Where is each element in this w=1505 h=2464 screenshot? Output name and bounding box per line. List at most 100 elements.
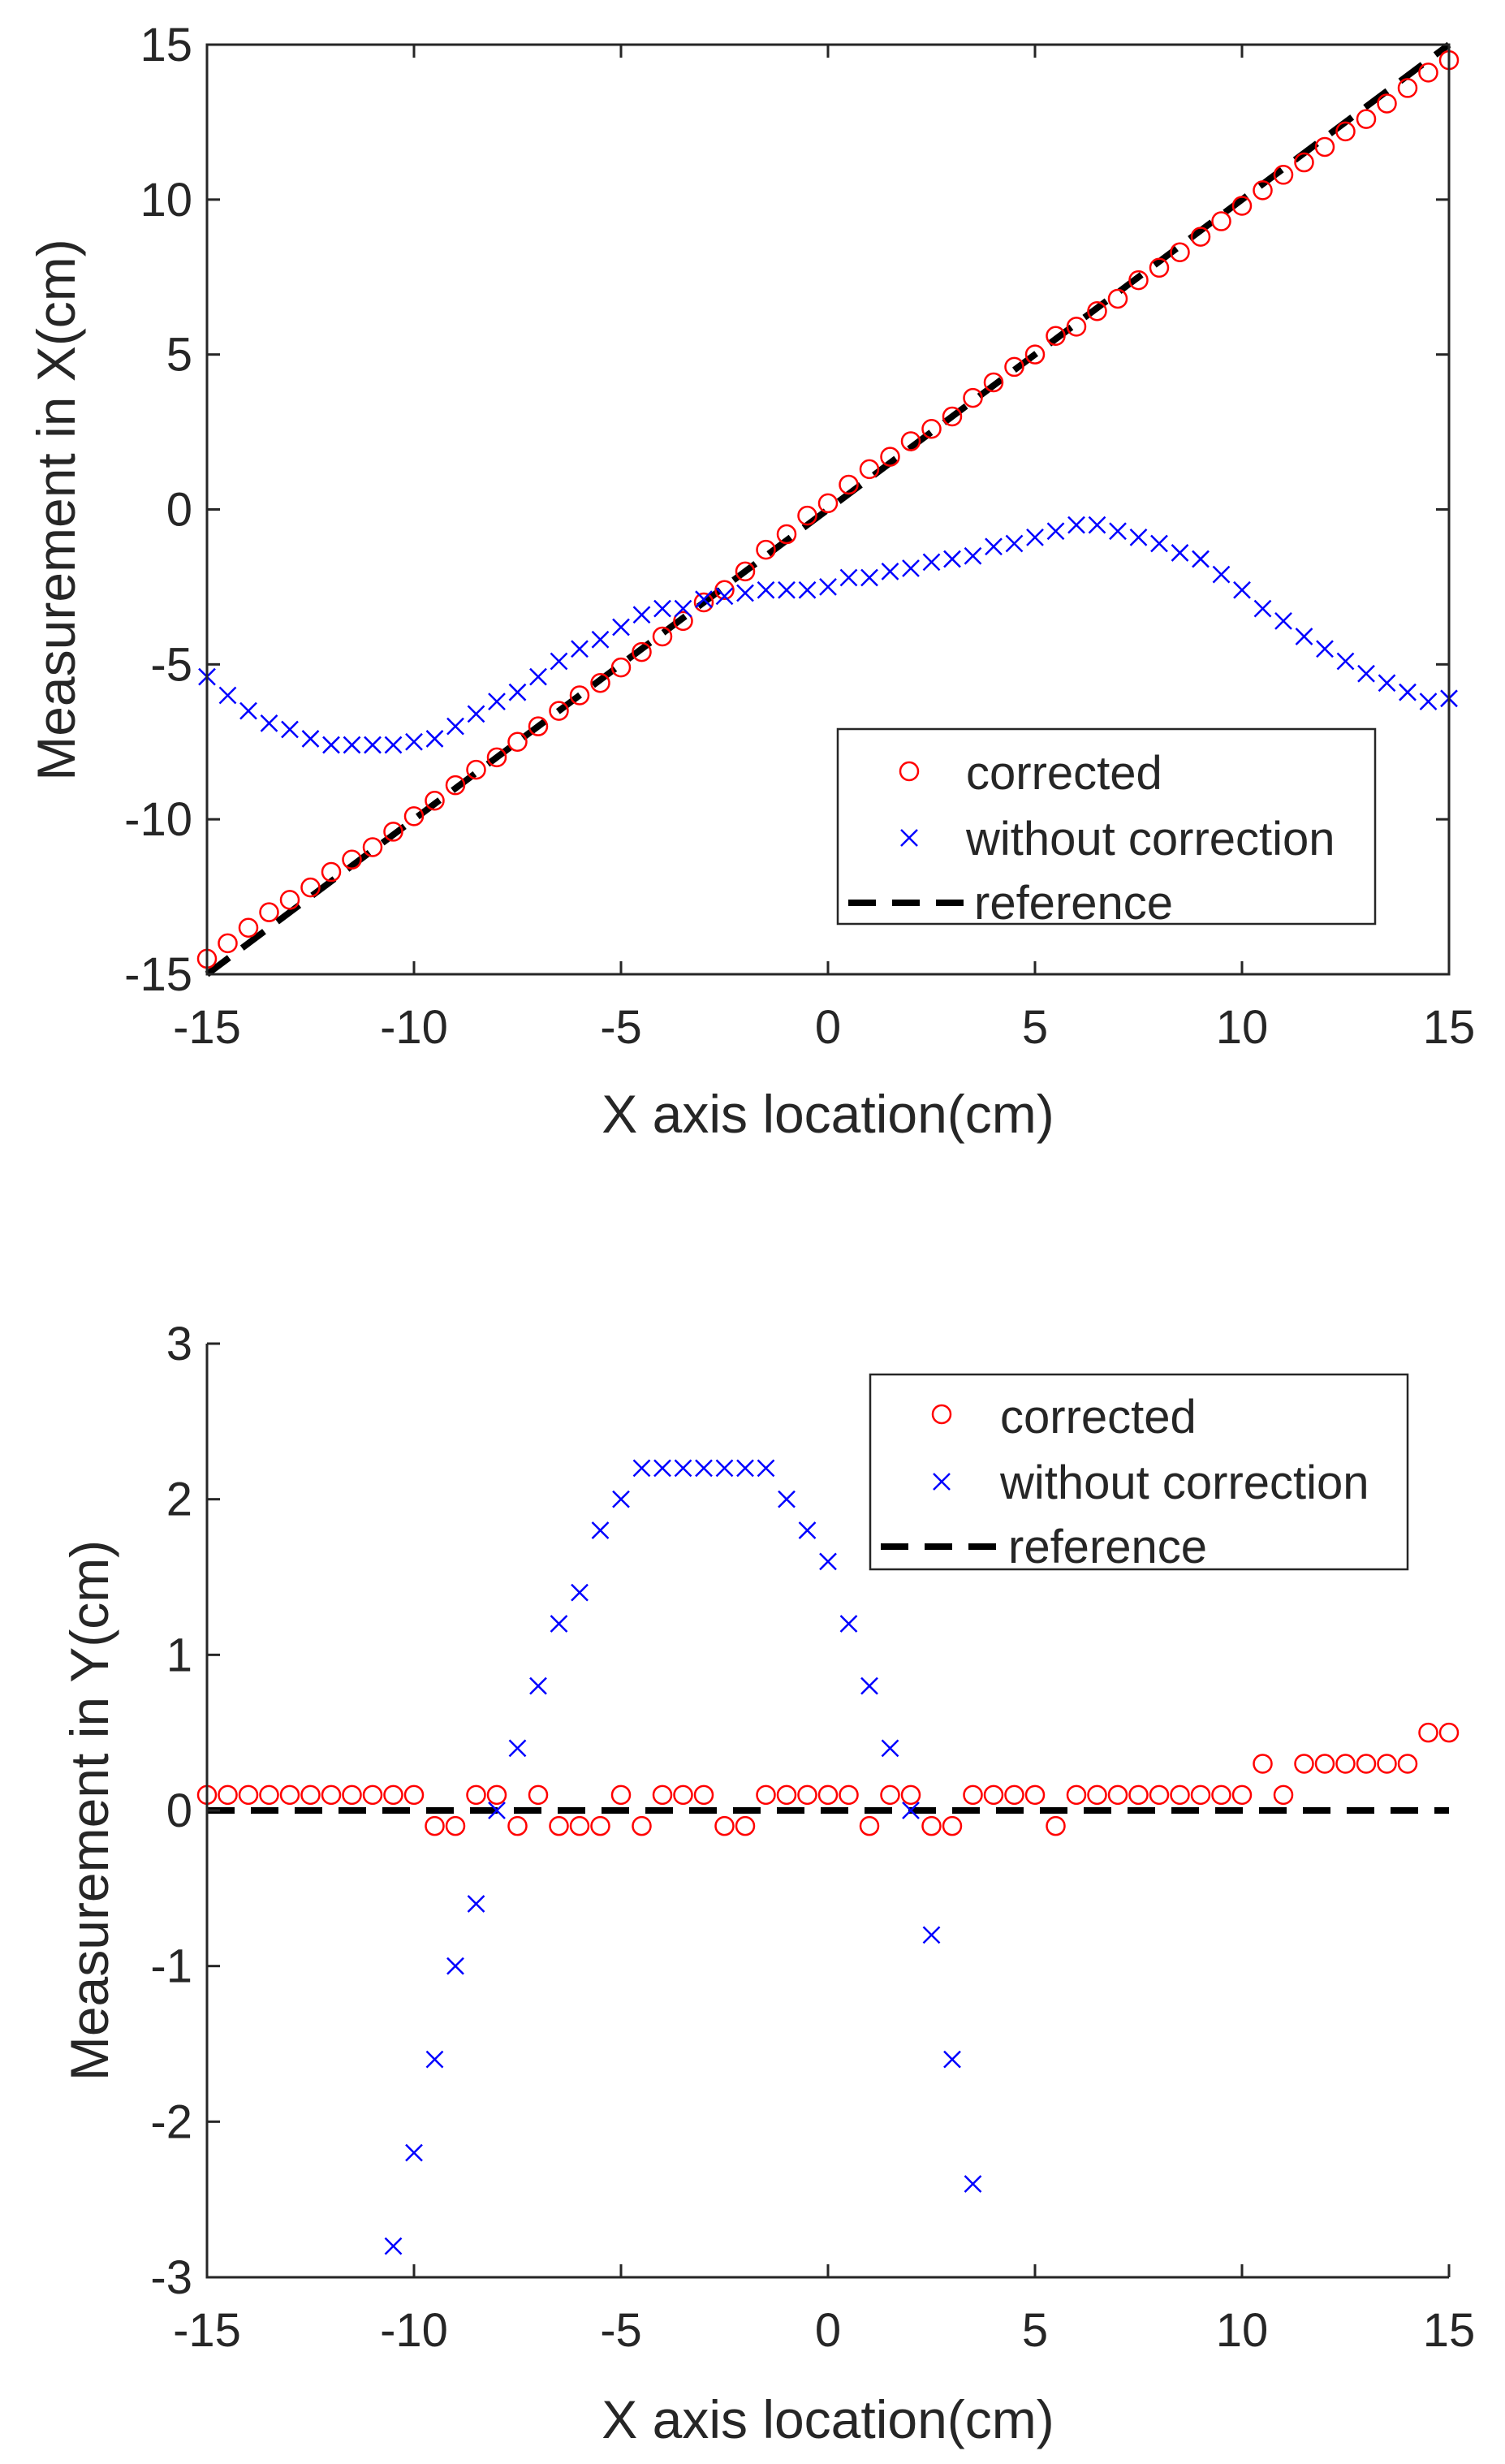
data-point-circle xyxy=(1128,270,1149,291)
data-point-circle xyxy=(735,561,756,582)
y-tick-label: -5 xyxy=(150,638,192,691)
data-point-circle xyxy=(1211,211,1231,231)
data-point-circle xyxy=(590,1815,610,1836)
legend-box-bottom xyxy=(869,1373,1409,1571)
data-point-circle xyxy=(1294,152,1314,173)
y-tick-label: 0 xyxy=(166,484,192,537)
data-point-x xyxy=(798,1521,817,1539)
data-point-circle xyxy=(735,1815,756,1836)
data-point-x xyxy=(550,652,568,671)
data-point-circle xyxy=(900,1784,921,1806)
legend-box-top xyxy=(836,727,1377,926)
data-point-circle xyxy=(1314,1754,1335,1774)
data-point-circle xyxy=(1418,1722,1438,1743)
data-point-circle xyxy=(1170,242,1190,262)
data-point-circle xyxy=(1046,1815,1066,1836)
data-point-circle xyxy=(673,1784,693,1806)
data-point-x xyxy=(405,2143,423,2162)
data-point-circle xyxy=(859,459,880,480)
data-point-circle xyxy=(921,419,942,439)
reference-line xyxy=(205,41,1451,977)
y-axis-title-bottom: Measurement in Y(cm) xyxy=(59,1540,119,2081)
y-tick-label: -10 xyxy=(124,793,192,846)
data-point-x xyxy=(425,2050,444,2069)
data-point-circle xyxy=(362,837,383,857)
data-point-x xyxy=(695,590,713,609)
data-point-circle xyxy=(218,933,238,954)
data-point-circle xyxy=(1087,1784,1107,1806)
data-point-x xyxy=(674,1459,692,1478)
data-point-circle xyxy=(1149,1784,1170,1806)
data-point-x xyxy=(715,587,734,606)
data-point-circle xyxy=(238,917,259,938)
data-point-circle xyxy=(1356,109,1377,129)
data-point-circle xyxy=(362,1784,383,1806)
data-point-circle xyxy=(963,387,983,408)
data-point-x xyxy=(1129,528,1148,546)
data-point-x xyxy=(1419,693,1438,711)
data-point-circle xyxy=(425,791,445,811)
y-tick-label: 10 xyxy=(140,174,192,227)
data-point-x xyxy=(1295,628,1313,645)
data-point-circle xyxy=(1397,78,1418,98)
data-point-x xyxy=(632,606,651,624)
legend-marker-without-correction xyxy=(900,829,918,847)
data-point-circle xyxy=(259,1784,279,1806)
data-point-x xyxy=(446,1957,464,1975)
data-point-x xyxy=(798,580,817,599)
data-point-circle xyxy=(1294,1754,1314,1774)
data-point-x xyxy=(902,559,920,577)
data-point-circle xyxy=(1377,93,1397,114)
data-point-circle xyxy=(1149,257,1170,278)
data-point-x xyxy=(964,2175,982,2193)
y-tick-label: 0 xyxy=(166,1784,192,1837)
legend-bottom: corrected without correction reference xyxy=(869,1373,1409,1573)
data-point-circle xyxy=(1314,136,1335,158)
data-point-circle xyxy=(528,1784,549,1806)
data-point-x xyxy=(612,618,630,636)
y-tick-label: -1 xyxy=(150,1940,192,1993)
data-point-circle xyxy=(983,1784,1004,1806)
data-point-circle xyxy=(714,580,735,600)
x-tick-label: 15 xyxy=(1423,2304,1476,2357)
data-point-circle xyxy=(218,1784,238,1806)
x-tick-label: -15 xyxy=(173,1001,241,1054)
data-point-x xyxy=(1212,565,1231,584)
data-point-x xyxy=(343,736,361,754)
data-point-circle xyxy=(1253,1754,1273,1774)
x-tick-label: 10 xyxy=(1216,2304,1269,2357)
data-point-circle xyxy=(817,493,839,514)
y-tick-label: 3 xyxy=(166,1318,192,1370)
data-point-x xyxy=(467,1895,485,1913)
data-point-circle xyxy=(1273,165,1294,185)
data-point-circle xyxy=(1356,1754,1377,1774)
data-point-x xyxy=(881,562,899,580)
data-point-x xyxy=(1109,522,1127,541)
data-point-x xyxy=(591,630,610,649)
data-point-x xyxy=(571,640,589,658)
legend-label-corrected: corrected xyxy=(1000,1391,1197,1443)
data-point-circle xyxy=(279,1784,300,1806)
data-point-circle xyxy=(507,1815,528,1836)
data-point-x xyxy=(508,683,527,701)
x-axis-title-bottom: X axis location(cm) xyxy=(602,2389,1054,2449)
data-point-circle xyxy=(610,657,632,678)
data-point-x xyxy=(488,1802,506,1819)
data-point-circle xyxy=(797,1784,817,1806)
chart-top: -15 -10 -5 0 5 10 15 15 10 5 0 -5 -10 -15 X axis loca… xyxy=(26,19,1475,1144)
x-tick-label: 0 xyxy=(815,2304,841,2357)
data-point-x xyxy=(819,1552,837,1571)
data-point-circle xyxy=(528,716,549,736)
data-point-circle xyxy=(383,822,403,842)
y-tick-label: 5 xyxy=(166,329,192,382)
data-point-circle xyxy=(693,1784,714,1806)
x-axis-title-top: X axis location(cm) xyxy=(602,1084,1054,1144)
chart-bottom-marks xyxy=(196,1459,1460,2255)
data-point-circle xyxy=(859,1815,880,1836)
data-point-x xyxy=(819,578,837,596)
data-point-circle xyxy=(1190,227,1211,247)
data-point-x xyxy=(964,546,982,565)
data-point-circle xyxy=(300,877,321,898)
data-point-x xyxy=(715,1459,734,1478)
data-point-x xyxy=(881,1739,899,1758)
